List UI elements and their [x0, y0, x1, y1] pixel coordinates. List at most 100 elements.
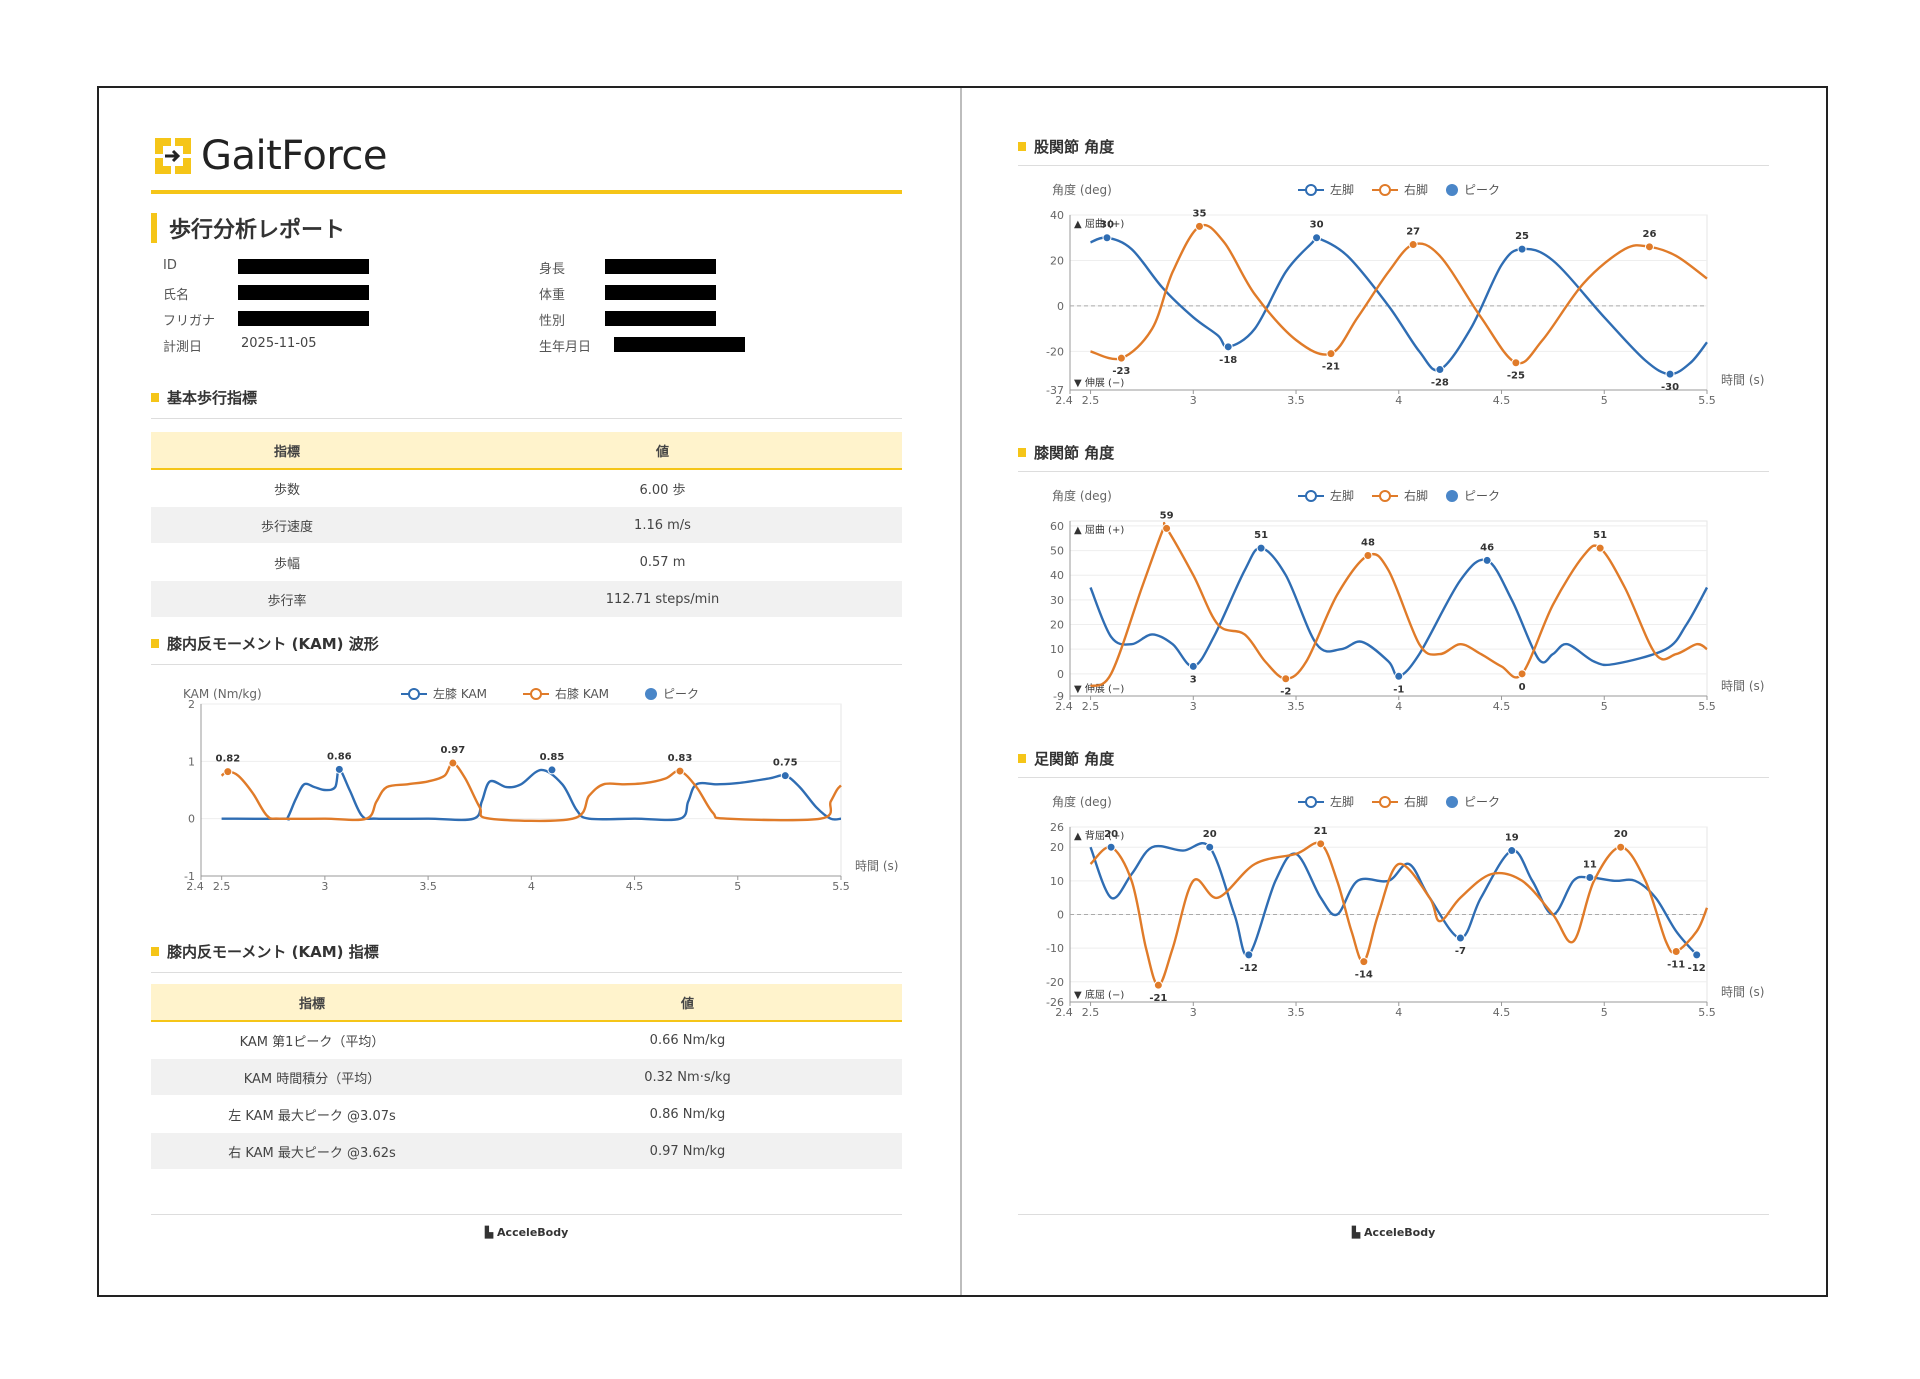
y-tick-label: 60: [1050, 520, 1064, 533]
peak-label: -30: [1661, 382, 1679, 393]
y-tick-label: 10: [1050, 875, 1064, 888]
x-tick-label: 2.5: [1082, 394, 1100, 407]
y-tick-label: 0: [188, 813, 195, 826]
col-header-value: 値: [473, 984, 902, 1022]
table-header-row: 指標 値: [151, 984, 902, 1022]
x-tick-label: 3: [1190, 700, 1197, 713]
legend-label: 左脚: [1330, 794, 1354, 809]
redacted-furigana: [238, 311, 369, 326]
peak-marker: [223, 767, 233, 777]
y-tick-label: -10: [1046, 942, 1064, 955]
peak-marker: [1194, 221, 1204, 231]
legend-marker: [530, 688, 542, 700]
brand-name: GaitForce: [201, 133, 388, 179]
ankle-angle-chart: 26 20 10 0 -10 -20 -262.4 2.5 3 3.5 4 4.5 5 5.5 角度 (de…: [1046, 794, 1764, 1019]
info-label-sex: 性別: [539, 314, 566, 329]
info-label-date: 計測日: [163, 340, 203, 355]
peak-label: 0.75: [773, 758, 798, 769]
table-row: 左 KAM 最大ピーク @3.07s 0.86 Nm/kg: [151, 1095, 902, 1133]
peak-label: 26: [1643, 229, 1657, 240]
peak-label: 21: [1314, 826, 1328, 837]
section-hip: 股関節 角度: [1018, 136, 1114, 157]
legend-marker: [1305, 490, 1317, 502]
extension-annotation: ▼ 伸展 (−): [1074, 377, 1124, 389]
peak-marker: [1595, 543, 1605, 553]
peak-marker: [1665, 369, 1675, 379]
peak-label: 0: [1519, 682, 1526, 693]
x-tick-label: 3.5: [419, 880, 437, 893]
legend-label: 左膝 KAM: [433, 686, 487, 701]
peak-marker: [1363, 551, 1373, 561]
peak-marker: [675, 766, 685, 776]
chart-legend: 左膝 KAM 右膝 KAM ピーク: [401, 686, 699, 701]
series-line-left: [1089, 546, 1709, 678]
section-kam-wave-title: 膝内反モーメント (KAM) 波形: [167, 635, 379, 653]
x-tick-label: 2.4: [1055, 394, 1073, 407]
y-tick-label: 40: [1050, 569, 1064, 582]
peak-marker: [1256, 543, 1266, 553]
plot-area: [1069, 520, 1708, 697]
peak-marker: [334, 764, 344, 774]
peak-marker: [1517, 244, 1527, 254]
section-hip-title: 股関節 角度: [1034, 138, 1115, 156]
series-line-left: [221, 768, 842, 822]
series-line-right: [1089, 521, 1708, 688]
peak-label: 0.82: [215, 754, 240, 765]
y-tick-label: 20: [1050, 619, 1064, 632]
x-tick-label: 4.5: [626, 880, 644, 893]
peak-label: -12: [1688, 963, 1706, 974]
peak-label: 20: [1104, 829, 1118, 840]
info-label-furigana: フリガナ: [163, 314, 216, 329]
chart-legend: 左脚 右脚 ピーク: [1298, 794, 1500, 809]
redacted-weight: [605, 285, 716, 300]
flexion-annotation: ▲ 背屈 (+): [1074, 829, 1124, 842]
peak-marker: [1408, 240, 1418, 250]
y-tick-label: 0: [1057, 668, 1064, 681]
peak-marker: [780, 771, 790, 781]
peak-marker: [1312, 233, 1322, 243]
table-row: 歩数 6.00 歩: [151, 469, 902, 507]
hip-angle-chart: 40 20 0 -20 -372.4 2.5 3 3.5 4 4.5 5 5.5 角度 (deg) 時間 …: [1046, 182, 1764, 407]
section-kam-metrics: 膝内反モーメント (KAM) 指標: [151, 941, 379, 962]
table-row: 歩幅 0.57 m: [151, 543, 902, 581]
y-tick-label: 1: [188, 755, 195, 768]
peak-marker: [1455, 933, 1465, 943]
x-tick-label: 2.5: [1082, 700, 1100, 713]
y-axis-title: 角度 (deg): [1052, 488, 1112, 503]
peak-marker: [1106, 842, 1116, 852]
extension-annotation: ▼ 伸展 (−): [1074, 683, 1124, 695]
section-basic-title: 基本歩行指標: [167, 389, 258, 407]
legend-marker: [1446, 184, 1458, 196]
peak-marker: [1616, 842, 1626, 852]
y-tick-label: -20: [1046, 345, 1064, 358]
x-tick-label: 2.5: [1082, 1006, 1100, 1019]
legend-marker: [408, 688, 420, 700]
peak-label: -7: [1455, 946, 1466, 957]
redacted-sex: [605, 311, 716, 326]
peak-marker: [547, 765, 557, 775]
peak-marker: [1692, 950, 1702, 960]
footer-brand: ▙ AcceleBody: [484, 1226, 569, 1239]
table-header-row: 指標 値: [151, 432, 902, 470]
header-rule: [151, 190, 902, 194]
legend-marker: [1379, 184, 1391, 196]
report-title-text: 歩行分析レポート: [169, 218, 346, 243]
page-right: 股関節 角度 40 20 0 -20 -37 2.4 2.5 3 3.5 4 4.5 5 5.5 角度 (…: [1018, 88, 1769, 1295]
series-line-left: [1089, 842, 1698, 957]
peak-marker: [1507, 846, 1517, 856]
x-tick-label: 4.5: [1493, 1006, 1511, 1019]
acceleBody-logo-icon: ▙: [484, 1226, 498, 1239]
section-ankle-title: 足関節 角度: [1034, 750, 1115, 768]
page-left: GaitForce 歩行分析レポート ID 氏名 フリガナ 計測日 2025-1…: [151, 88, 902, 1295]
peak-label: 25: [1515, 231, 1529, 242]
peak-label: 30: [1100, 220, 1114, 231]
peak-label: -12: [1240, 963, 1258, 974]
x-tick-label: 3.5: [1287, 1006, 1305, 1019]
legend-marker: [1446, 796, 1458, 808]
peak-marker: [1482, 555, 1492, 565]
peak-label: -2: [1280, 687, 1291, 698]
legend-label: 左脚: [1330, 182, 1354, 197]
peak-label: -14: [1355, 970, 1373, 981]
y-tick-label: 20: [1050, 254, 1064, 267]
table-row: KAM 第1ピーク（平均） 0.66 Nm/kg: [151, 1021, 902, 1059]
